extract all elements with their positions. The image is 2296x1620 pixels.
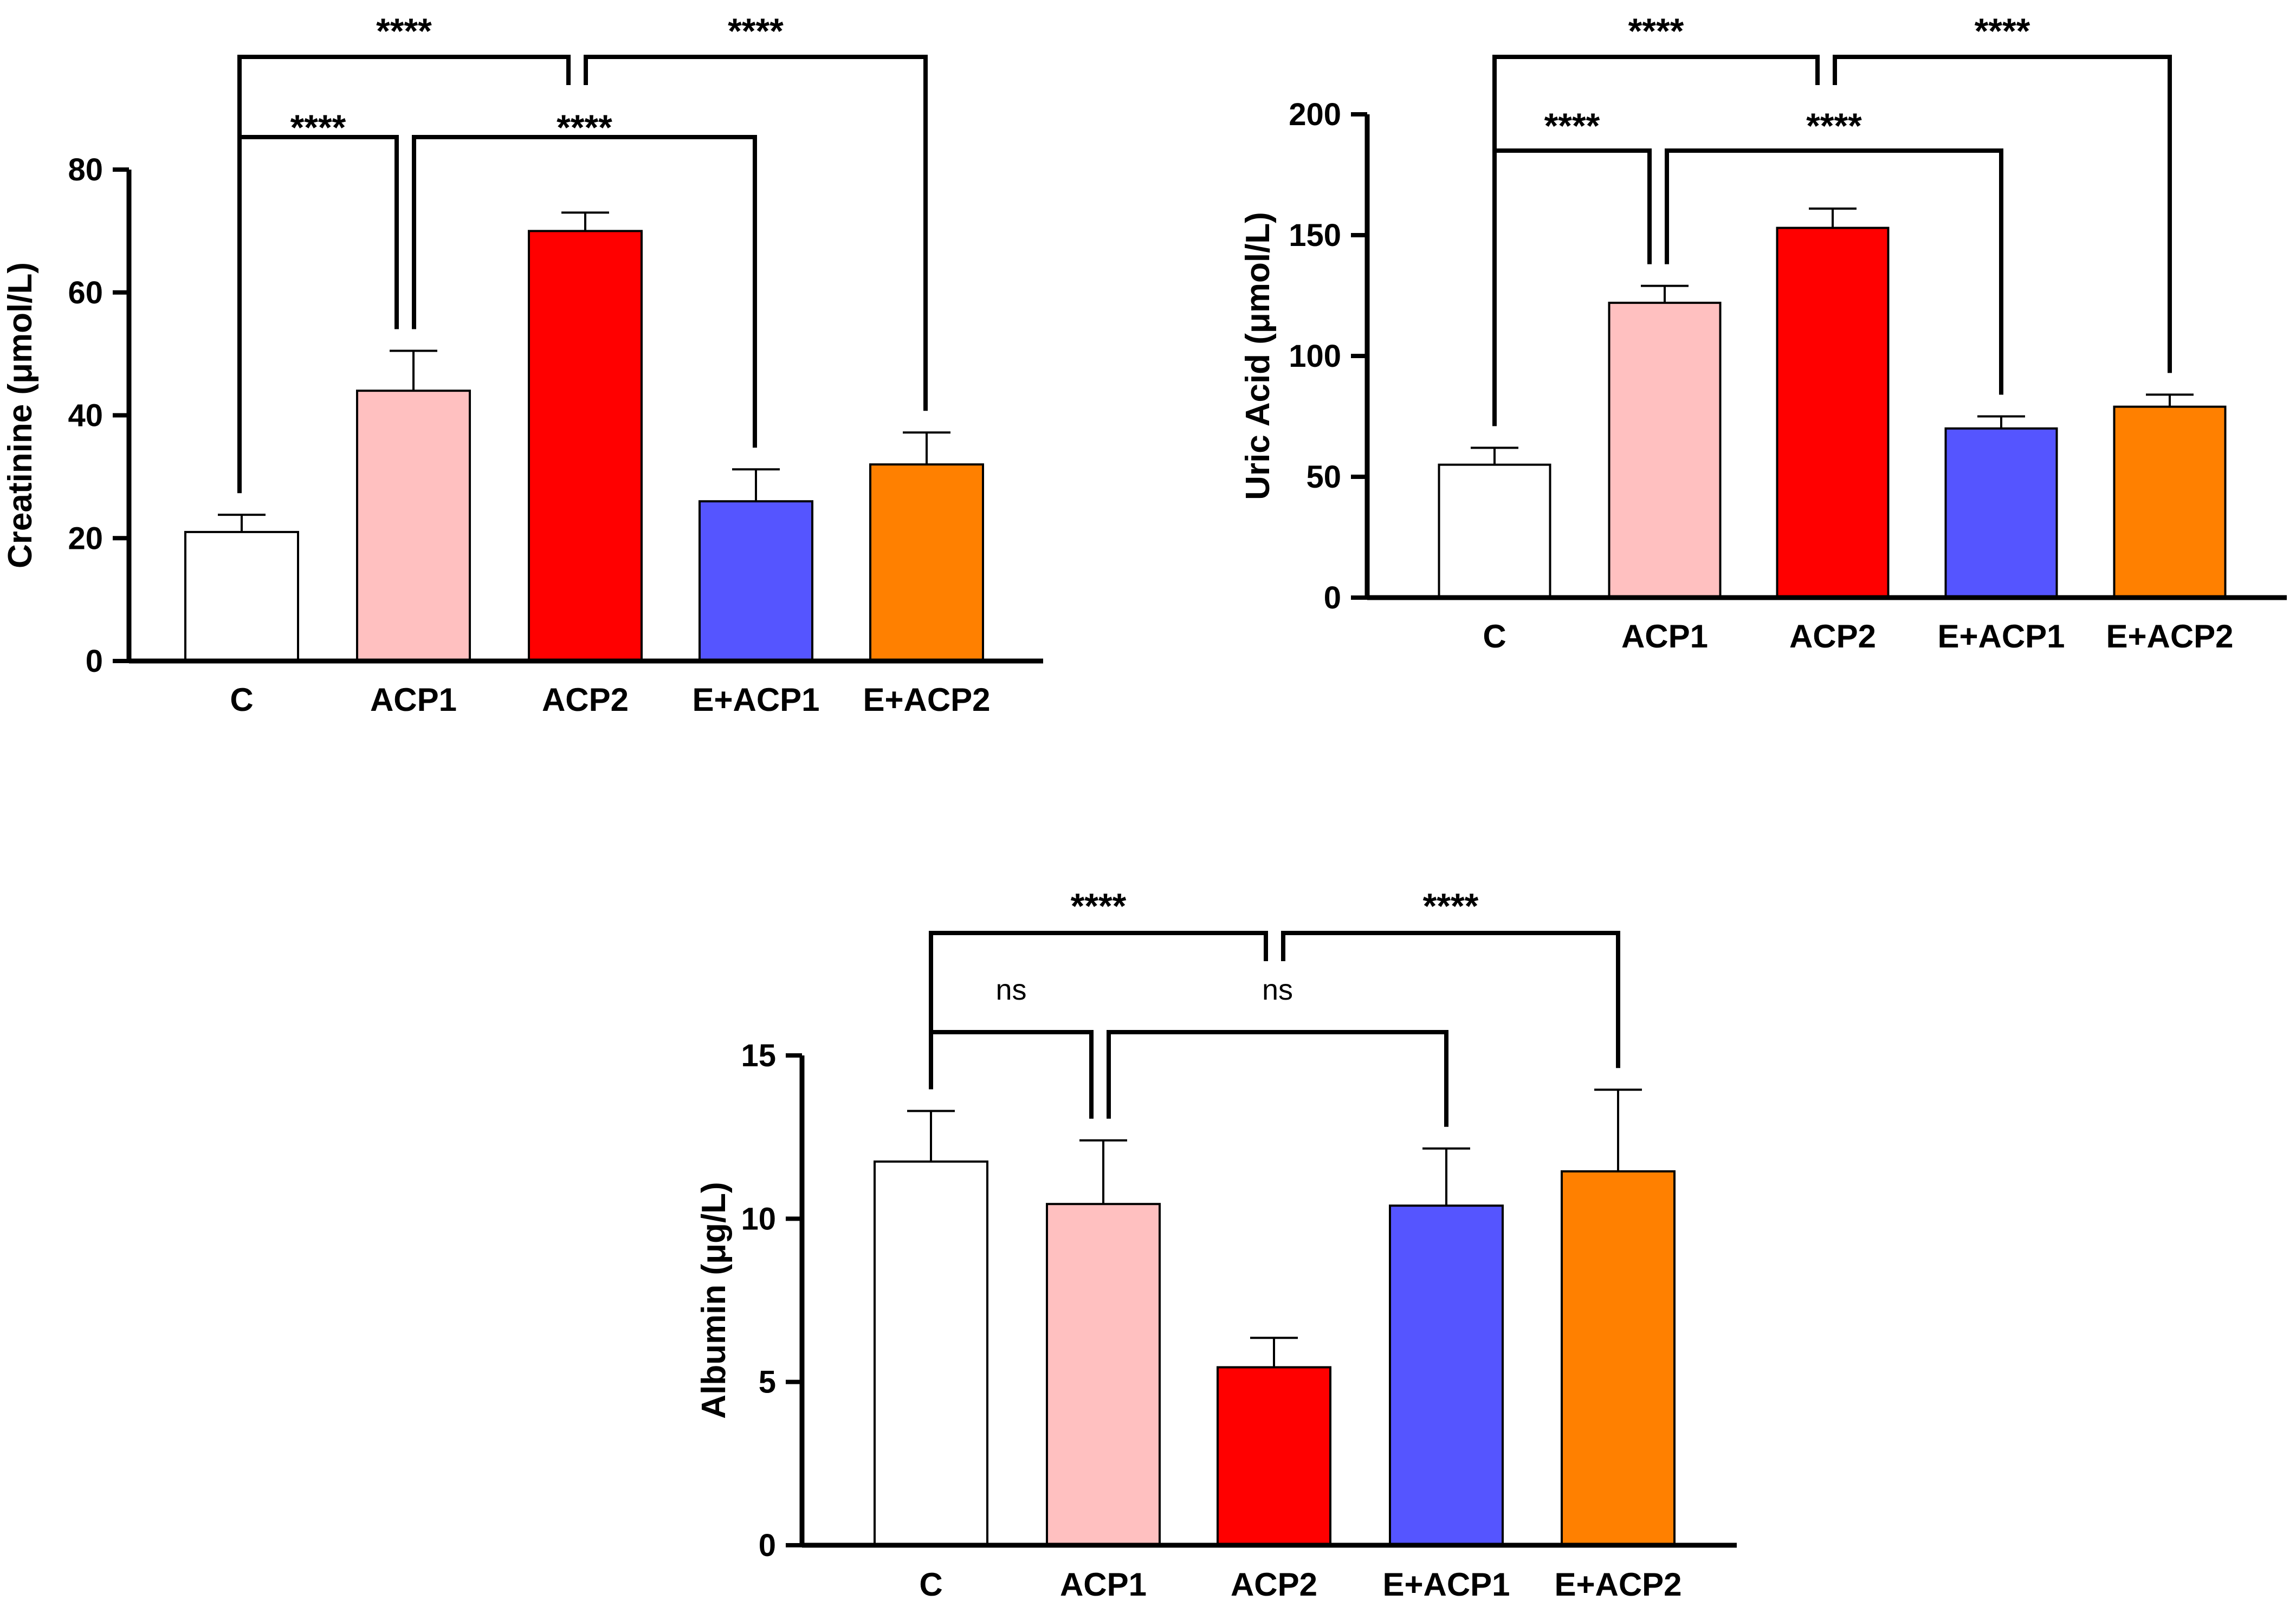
y-tick-label: 20 (68, 521, 103, 556)
x-tick-label: E+ACP2 (2106, 618, 2233, 655)
x-tick-label: E+ACP1 (1937, 618, 2065, 655)
y-tick-label: 60 (68, 275, 103, 310)
bar-acp2 (528, 230, 643, 662)
y-tick-label: 200 (1289, 97, 1341, 132)
y-tick-label: 40 (68, 398, 103, 433)
significance-bracket (412, 135, 757, 448)
y-tick-label: 5 (759, 1365, 776, 1400)
bar-acp1 (1046, 1203, 1161, 1547)
significance-label: **** (1423, 886, 1479, 926)
x-tick-label: ACP1 (370, 682, 457, 718)
significance-label: **** (1806, 106, 1862, 146)
y-axis-label: Creatinine (μmol/L) (2, 262, 39, 568)
significance-label: **** (728, 11, 784, 51)
bar-e-plus-acp1 (1944, 427, 2058, 599)
significance-bracket (584, 55, 928, 411)
significance-bracket (929, 931, 1268, 1090)
significance-bracket (1665, 148, 2003, 395)
x-tick-label: E+ACP1 (1382, 1566, 1510, 1603)
significance-label: **** (1975, 11, 2030, 51)
significance-bracket (237, 55, 571, 494)
y-tick-label: 100 (1289, 339, 1341, 374)
chart-3: 0 5 10 15 C ACP1 ACP2 E+ACP1 E+ACP2 Albumin (μg/L… (695, 886, 1737, 1603)
bar-acp1 (1608, 301, 1722, 599)
significance-label: **** (290, 107, 346, 147)
significance-label: **** (376, 11, 432, 51)
significance-bracket (1281, 931, 1620, 1068)
x-tick-label: E+ACP1 (692, 682, 819, 718)
chart-2: 0 50 100 150 200 C ACP1 ACP2 E+ACP1 E+ACP2 Uric Ac… (1239, 11, 2287, 655)
y-tick-label: 0 (759, 1528, 776, 1563)
bar-e-plus-acp2 (1561, 1170, 1676, 1547)
bar-c (1438, 463, 1551, 599)
y-axis-label: Uric Acid (μmol/L) (1239, 212, 1277, 500)
bar-c (874, 1160, 988, 1547)
y-tick-label: 80 (68, 152, 103, 187)
y-tick-label: 150 (1289, 218, 1341, 253)
x-tick-label: E+ACP2 (863, 682, 990, 718)
significance-label: **** (557, 107, 612, 147)
y-tick-label: 10 (741, 1201, 776, 1236)
bar-acp1 (356, 390, 471, 663)
bar-e-plus-acp2 (869, 463, 984, 662)
significance-bracket (1107, 1030, 1448, 1127)
bar-e-plus-acp1 (1389, 1204, 1504, 1546)
y-axis-label: Albumin (μg/L) (695, 1182, 733, 1418)
x-tick-label: ACP1 (1621, 618, 1708, 655)
y-tick-label: 15 (741, 1038, 776, 1073)
significance-label: **** (1628, 11, 1684, 51)
x-tick-label: C (1483, 618, 1506, 655)
y-tick-label: 0 (1324, 580, 1341, 615)
y-tick-label: 50 (1306, 459, 1341, 495)
significance-label: ns (1262, 974, 1293, 1006)
x-tick-label: ACP1 (1060, 1566, 1147, 1603)
significance-bracket (1492, 55, 1820, 426)
chart-1: 0 20 40 60 80 C ACP1 ACP2 E+ACP1 E+ACP2 Creatinine… (2, 11, 1043, 718)
y-tick-label: 0 (86, 644, 103, 679)
x-tick-label: C (230, 682, 253, 718)
bar-e-plus-acp2 (2113, 405, 2227, 599)
x-tick-label: ACP2 (542, 682, 629, 718)
x-tick-label: ACP2 (1789, 618, 1876, 655)
bar-e-plus-acp1 (698, 500, 813, 662)
significance-bracket (1833, 55, 2172, 373)
significance-label: **** (1544, 106, 1600, 146)
significance-bracket (929, 1030, 1094, 1119)
bar-acp2 (1217, 1366, 1331, 1546)
significance-label: ns (995, 974, 1026, 1006)
significance-label: **** (1071, 886, 1127, 926)
x-tick-label: C (919, 1566, 942, 1603)
bar-acp2 (1776, 226, 1890, 599)
x-tick-label: ACP2 (1231, 1566, 1317, 1603)
bar-c (184, 530, 299, 662)
x-tick-label: E+ACP2 (1554, 1566, 1681, 1603)
